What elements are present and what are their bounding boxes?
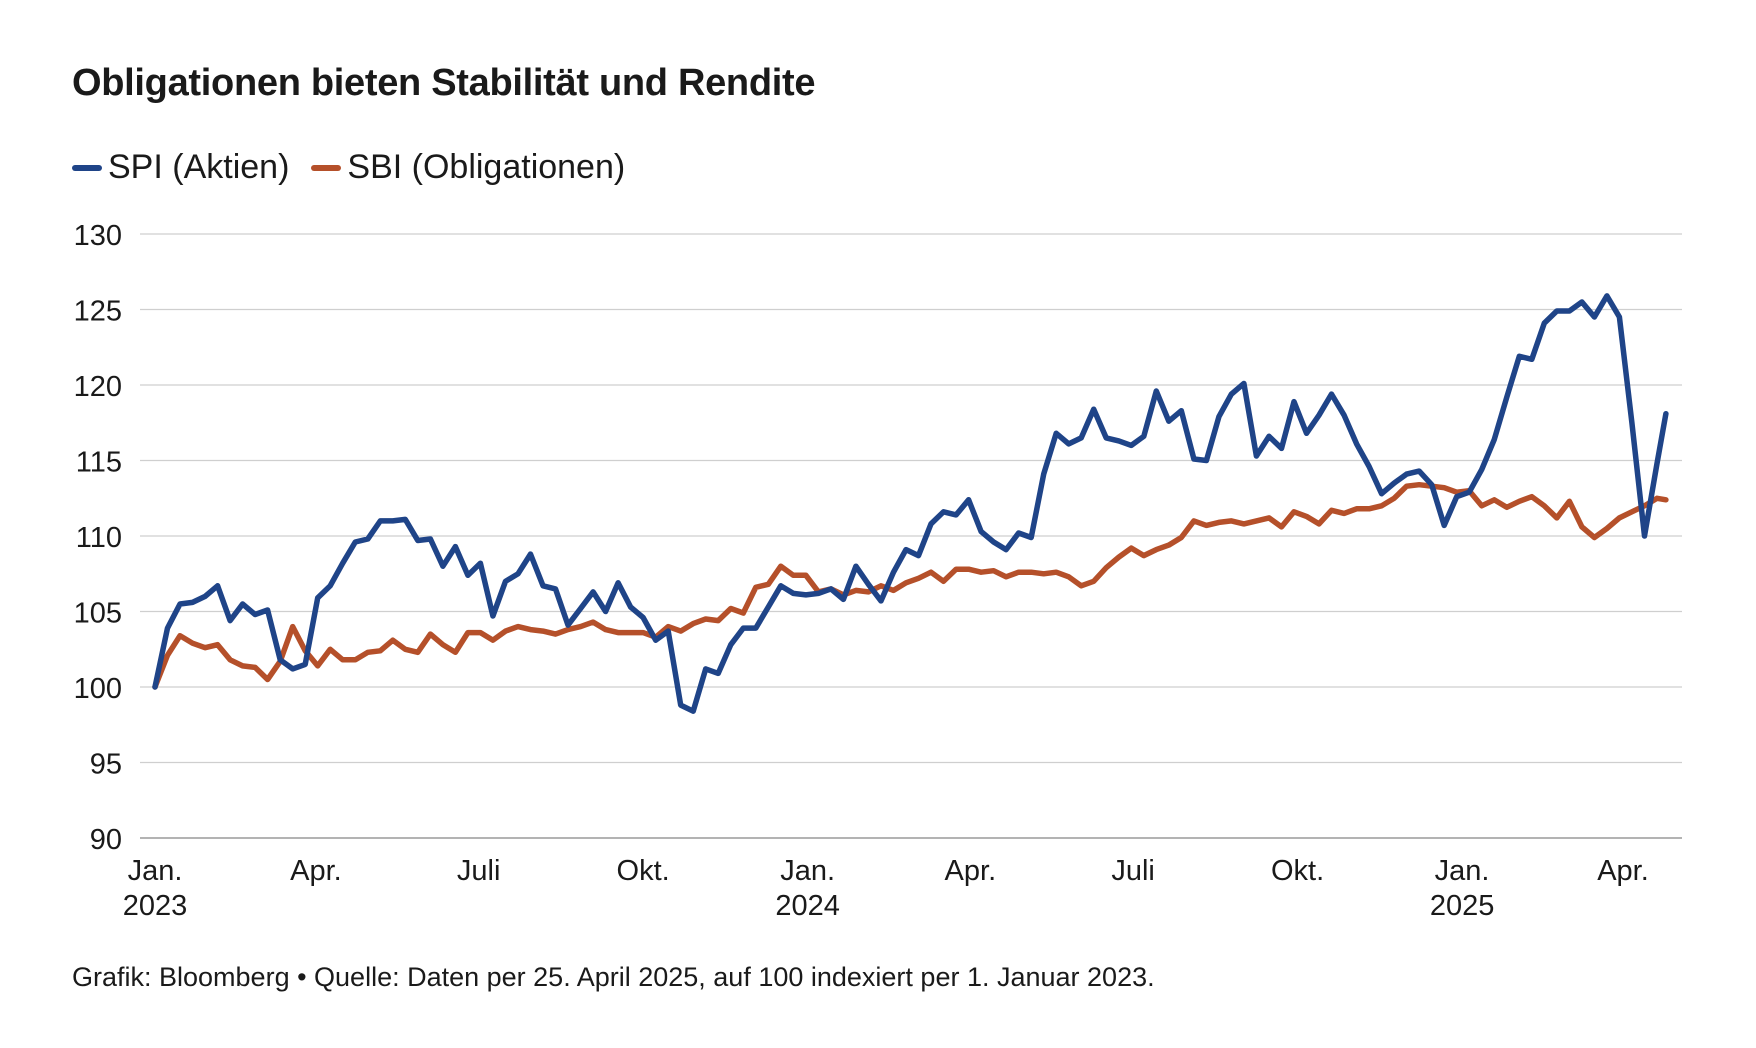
x-tick-label: Jan. (780, 855, 835, 887)
legend-label-spi: SPI (Aktien) (108, 148, 290, 186)
series-line-sbi (152, 481, 1669, 690)
x-tick-label: Apr. (290, 855, 342, 887)
legend-item-sbi: SBI (Obligationen) (311, 148, 625, 187)
y-tick-label: 90 (90, 824, 122, 856)
x-tick-label: Juli (457, 855, 501, 887)
legend: SPI (Aktien) SBI (Obligationen) (72, 148, 647, 187)
x-tick-year-label: 2025 (1430, 890, 1495, 922)
x-tick-year-label: 2024 (775, 890, 840, 922)
y-tick-label: 100 (74, 673, 122, 705)
x-tick-label: Jan. (1435, 855, 1490, 887)
x-tick-label: Okt. (1271, 855, 1324, 887)
chart-title: Obligationen bieten Stabilität und Rendi… (72, 62, 816, 104)
y-tick-label: 95 (90, 749, 122, 781)
y-tick-label: 120 (74, 371, 122, 403)
y-tick-label: 105 (74, 598, 122, 630)
y-tick-label: 130 (74, 220, 122, 252)
y-tick-label: 110 (76, 522, 122, 554)
x-tick-label: Okt. (617, 855, 670, 887)
x-tick-label: Jan. (128, 855, 183, 887)
legend-item-spi: SPI (Aktien) (72, 148, 289, 187)
x-tick-label: Apr. (1597, 855, 1649, 887)
legend-swatch-sbi (311, 164, 342, 171)
source-note: Grafik: Bloomberg • Quelle: Daten per 25… (72, 962, 1155, 992)
y-tick-label: 115 (76, 447, 122, 479)
legend-label-sbi: SBI (Obligationen) (347, 148, 626, 186)
y-tick-label: 125 (74, 296, 122, 328)
series-line-spi (152, 293, 1669, 714)
x-tick-year-label: 2023 (123, 890, 188, 922)
legend-swatch-spi (72, 164, 102, 171)
x-tick-label: Apr. (945, 855, 997, 887)
x-tick-label: Juli (1111, 855, 1155, 887)
